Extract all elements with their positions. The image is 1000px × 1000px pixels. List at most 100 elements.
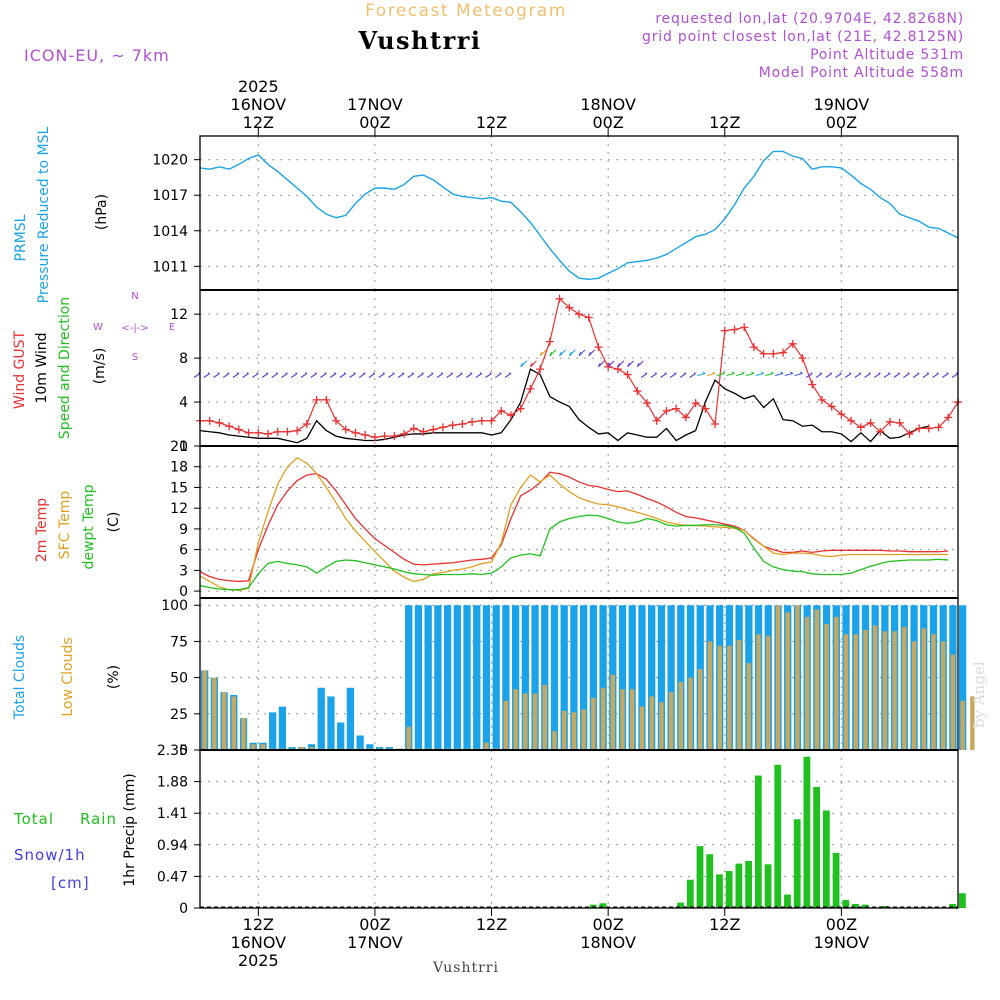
wind-direction-arrow: [941, 372, 949, 378]
wind-direction-arrow: [932, 372, 939, 378]
wind-direction-arrow: [660, 372, 667, 378]
wind-direction-arrow: [436, 372, 444, 378]
low-cloud-bar: [668, 692, 674, 750]
low-cloud-bar: [202, 670, 207, 750]
y-tick-label: 0: [179, 901, 188, 917]
top-date-label: 16NOV: [231, 95, 287, 114]
y-tick-label: 1017: [152, 188, 188, 204]
wind-direction-arrow: [222, 372, 230, 378]
wind-direction-arrow: [736, 371, 745, 377]
gust-marker: [711, 420, 720, 429]
total-cloud-bar: [648, 605, 656, 750]
total-cloud-bar: [599, 605, 607, 750]
low-cloud-bar: [843, 634, 849, 750]
gust-marker: [623, 370, 632, 379]
wind-direction-arrow: [844, 372, 852, 378]
y-tick-label: 100: [161, 598, 188, 614]
wind-direction-arrow: [242, 372, 249, 378]
gust-marker: [390, 432, 399, 441]
low-cloud-bar: [251, 744, 256, 750]
gust-marker: [293, 426, 302, 435]
wind-direction-arrow: [329, 372, 337, 378]
wind-direction-arrow: [854, 372, 862, 378]
precip-bar: [735, 863, 743, 908]
low-cloud-bar: [212, 677, 217, 750]
gust-marker: [555, 294, 564, 303]
total-cloud-bar: [473, 605, 481, 750]
wind-direction-arrow: [650, 372, 658, 378]
wind-direction-arrow: [203, 372, 211, 378]
low-cloud-bar: [727, 645, 732, 750]
precip-bar: [686, 879, 694, 908]
wind-panel: 0 4 8 12: [170, 289, 962, 455]
low-cloud-bar: [921, 628, 926, 750]
total-cloud-bar: [443, 605, 452, 750]
gust-marker: [380, 432, 389, 441]
top-hour-label: 12Z: [476, 113, 507, 132]
y-tick-label: 21: [170, 439, 188, 455]
total-cloud-bar: [541, 605, 549, 750]
total-cloud-bar: [531, 605, 539, 750]
wind-direction-arrow: [271, 372, 279, 378]
gust-marker: [643, 399, 652, 408]
precip-bar: [949, 903, 957, 908]
precip-bar: [745, 860, 753, 908]
gust-marker: [361, 431, 370, 440]
low-cloud-bar: [600, 687, 606, 750]
gust-marker: [827, 402, 836, 411]
top-hour-label: 12Z: [709, 113, 740, 132]
compass-west: W: [93, 322, 103, 333]
low-cloud-bar: [931, 634, 936, 750]
low-cloud-bar: [766, 635, 771, 750]
low-cloud-bar: [309, 747, 314, 750]
low-cloud-bar: [804, 616, 810, 750]
low-cloud-bar: [503, 700, 509, 750]
gust-marker: [798, 354, 807, 363]
precip-bar: [764, 864, 772, 908]
low-cloud-bar: [902, 626, 907, 750]
bottom-date-label: 16NOV: [231, 933, 287, 952]
precip-bar: [725, 871, 733, 908]
precip-bar: [803, 756, 811, 908]
wind-direction-arrow: [669, 372, 677, 378]
gust-marker: [788, 339, 797, 348]
low-cloud-bar: [824, 624, 829, 750]
low-cloud-bar: [513, 689, 518, 750]
wind-direction-arrow: [568, 349, 576, 357]
total-label: Total: [13, 810, 54, 828]
gust-marker: [458, 420, 467, 429]
wind-direction-arrow: [465, 372, 473, 378]
total-cloud-bar: [502, 605, 510, 750]
wind-direction-arrow: [261, 372, 269, 378]
bottom-date-label: 17NOV: [347, 933, 403, 952]
total-cloud-bar: [482, 605, 491, 750]
total-cloud-bar: [405, 605, 413, 750]
wind-direction-arrow: [290, 372, 298, 378]
wind-direction-arrow: [397, 372, 405, 378]
y-tick-label: 0: [179, 439, 188, 455]
panel-frame: [199, 445, 959, 599]
compass-south: S: [132, 352, 138, 363]
total-cloud-bar: [521, 605, 529, 750]
bottom-hour-label: 12Z: [476, 915, 507, 934]
y-tick-label: 18: [170, 460, 188, 476]
gust-marker: [477, 416, 486, 425]
y-tick-label: 4: [179, 395, 188, 411]
precip-bar: [822, 810, 830, 908]
y-tick-label: 9: [179, 522, 188, 538]
total-cloud-bar: [492, 605, 500, 750]
low-cloud-bar: [872, 625, 878, 750]
gust-marker: [944, 413, 953, 422]
wind-direction-arrow: [706, 371, 716, 377]
precip-bar: [959, 893, 966, 908]
gust-marker: [312, 395, 321, 404]
y-tick-label: 0: [179, 743, 188, 759]
wind-direction-arrow: [456, 372, 463, 378]
wind-direction-arrow: [485, 372, 492, 378]
wind-direction-arrow: [627, 360, 634, 368]
gust-marker: [769, 349, 778, 358]
low-cloud-bar: [299, 747, 305, 750]
precip-bar: [696, 846, 704, 908]
gust-marker: [545, 337, 554, 346]
